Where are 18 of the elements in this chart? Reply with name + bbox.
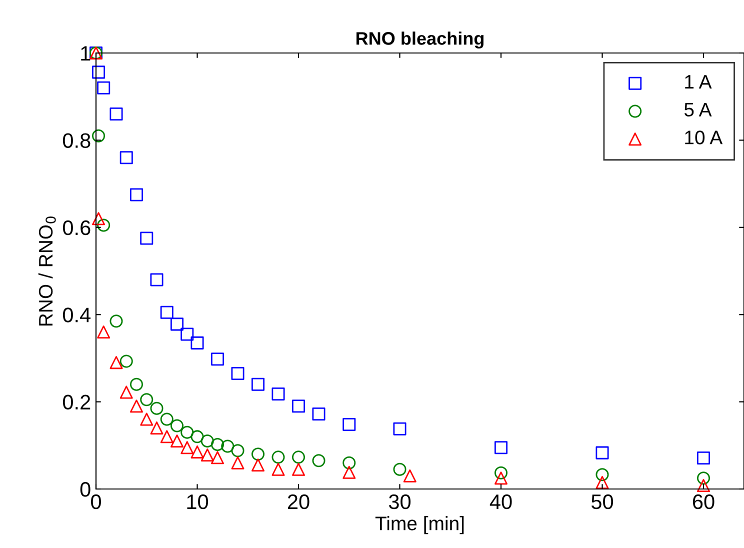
y-tick-label: 0 — [80, 482, 90, 497]
x-axis-title: Time [min] — [375, 516, 464, 534]
legend-label: 1 A — [685, 75, 712, 88]
x-tick-label: 50 — [592, 494, 614, 510]
y-axis-title: RNO / RNO$_{0}$ — [38, 216, 56, 326]
x-tick-label: 30 — [388, 494, 411, 510]
x-tick-label: 40 — [490, 494, 512, 510]
chart-title: RNO bleaching — [356, 32, 484, 48]
y-tick-label: 0.4 — [62, 308, 91, 322]
x-tick-label: 60 — [692, 494, 714, 510]
y-tick-label: 0.6 — [62, 220, 90, 236]
legend-label: 10 A — [685, 130, 723, 144]
x-tick-label: 20 — [288, 494, 310, 510]
y-tick-label: 0.8 — [62, 133, 90, 148]
x-tick-label: 0 — [91, 494, 101, 510]
y-tick-label: 0.2 — [62, 394, 90, 410]
legend-label: 5 A — [684, 102, 712, 117]
x-tick-label: 10 — [187, 494, 208, 510]
